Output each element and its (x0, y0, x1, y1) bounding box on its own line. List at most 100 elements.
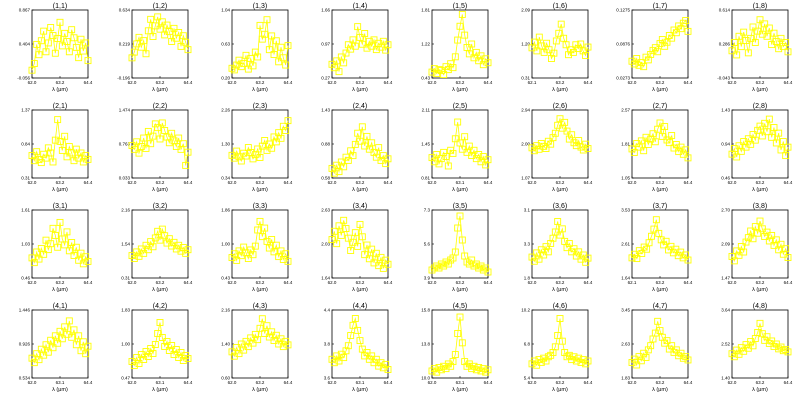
data-point-marker (333, 352, 341, 360)
data-point-marker (533, 142, 541, 150)
data-point-marker (737, 43, 745, 51)
panel-title: (2,3) (253, 103, 267, 110)
data-point-marker (251, 242, 259, 250)
data-point-marker (68, 149, 76, 157)
data-point-marker (451, 248, 459, 256)
data-point-marker (244, 144, 252, 151)
data-point-marker (650, 225, 658, 233)
y-tick-label: 2.26 (221, 108, 230, 113)
y-tick-label: 3.3 (524, 242, 531, 247)
data-point-marker (644, 56, 652, 64)
data-point-marker (640, 243, 648, 251)
data-point-marker (70, 34, 78, 42)
x-axis-label: λ (μm) (152, 87, 168, 93)
data-point-marker (30, 60, 38, 68)
x-tick-label: 64.4 (84, 180, 93, 185)
data-point-marker (449, 358, 457, 366)
data-point-marker (482, 264, 490, 272)
data-point-marker (642, 353, 650, 361)
data-point-marker (482, 161, 490, 169)
x-tick-label: 64.4 (284, 280, 293, 285)
data-point-marker (458, 236, 466, 244)
data-point-marker (147, 140, 155, 148)
data-point-marker (747, 140, 755, 148)
x-axis-label: λ (μm) (352, 187, 368, 193)
data-point-marker (42, 236, 50, 244)
data-point-marker (268, 32, 276, 40)
data-point-marker (151, 341, 159, 348)
panel-1-3: (1,3) 62.0 63.2 64.4 0.20 0.63 1.04 λ (μm) (221, 3, 293, 93)
data-point-marker (654, 317, 662, 325)
panel-3-7: (3,7) 62.1 63.2 64.4 1.64 2.61 3.53 λ (μm) (621, 203, 693, 293)
data-point-marker (770, 29, 778, 37)
data-point-marker (756, 217, 764, 225)
data-point-marker (40, 150, 48, 158)
y-tick-label: 13.8 (421, 342, 430, 347)
series-line (731, 220, 789, 263)
data-point-marker (358, 40, 366, 48)
data-point-marker (154, 13, 162, 21)
data-point-marker (444, 260, 452, 268)
data-point-marker (142, 144, 150, 152)
y-tick-label: 3.8 (324, 342, 331, 347)
x-axis-label: λ (μm) (152, 187, 168, 193)
data-point-marker (579, 47, 587, 55)
x-tick-label: 63.2 (356, 180, 365, 185)
data-point-marker (584, 145, 592, 152)
data-point-marker (728, 252, 736, 260)
y-tick-label: 0.27 (321, 76, 330, 81)
data-point-marker (72, 341, 80, 349)
x-tick-label: 64.4 (384, 80, 393, 85)
series-line (531, 221, 589, 264)
data-point-marker (230, 66, 238, 74)
data-point-marker (468, 365, 476, 373)
data-point-marker (772, 236, 780, 244)
data-point-marker (777, 146, 785, 154)
data-point-marker (137, 245, 145, 253)
data-point-marker (662, 237, 670, 245)
data-point-marker (75, 54, 83, 62)
data-point-marker (582, 140, 590, 148)
data-point-marker (382, 160, 390, 168)
x-tick-label: 62.0 (628, 180, 637, 185)
data-point-marker (572, 41, 580, 49)
data-point-marker (284, 117, 292, 125)
data-point-marker (172, 245, 180, 253)
panel-title: (4,3) (253, 303, 267, 310)
panel-title: (1,3) (253, 3, 267, 10)
data-point-marker (575, 354, 583, 362)
plot-frame (731, 209, 789, 279)
x-tick-label: 62.0 (228, 80, 237, 85)
y-tick-label: 0.43 (221, 276, 230, 281)
x-tick-label: 63.2 (756, 80, 765, 85)
data-point-marker (61, 323, 69, 331)
data-point-marker (61, 241, 69, 249)
data-point-marker (77, 35, 85, 43)
data-point-marker (477, 262, 485, 270)
data-point-marker (65, 247, 73, 255)
data-point-marker (663, 38, 671, 46)
data-point-marker (479, 365, 487, 373)
x-tick-label: 62.0 (728, 80, 737, 85)
x-tick-label: 63.2 (56, 180, 65, 185)
data-point-marker (128, 358, 136, 365)
data-point-marker (28, 152, 36, 159)
data-point-marker (330, 169, 338, 177)
data-point-marker (552, 37, 560, 45)
data-point-marker (330, 359, 338, 367)
x-tick-label: 62.0 (728, 280, 737, 285)
series-line (331, 26, 389, 72)
y-tick-label: 1.40 (721, 376, 730, 381)
panel-1-7: (1,7) 62.0 63.2 64.4 0.0273 0.0876 0.1275 λ (μm… (616, 3, 693, 93)
data-point-marker (751, 39, 759, 46)
data-point-marker (72, 145, 80, 153)
data-point-marker (765, 115, 773, 123)
y-tick-label: 0.46 (721, 176, 730, 181)
data-point-marker (49, 158, 57, 166)
data-point-marker (349, 152, 357, 160)
panel-title: (2,2) (153, 103, 167, 110)
data-point-marker (442, 153, 450, 161)
data-point-marker (761, 233, 769, 240)
data-point-marker (477, 367, 485, 375)
y-tick-label: 2.09 (521, 8, 530, 13)
